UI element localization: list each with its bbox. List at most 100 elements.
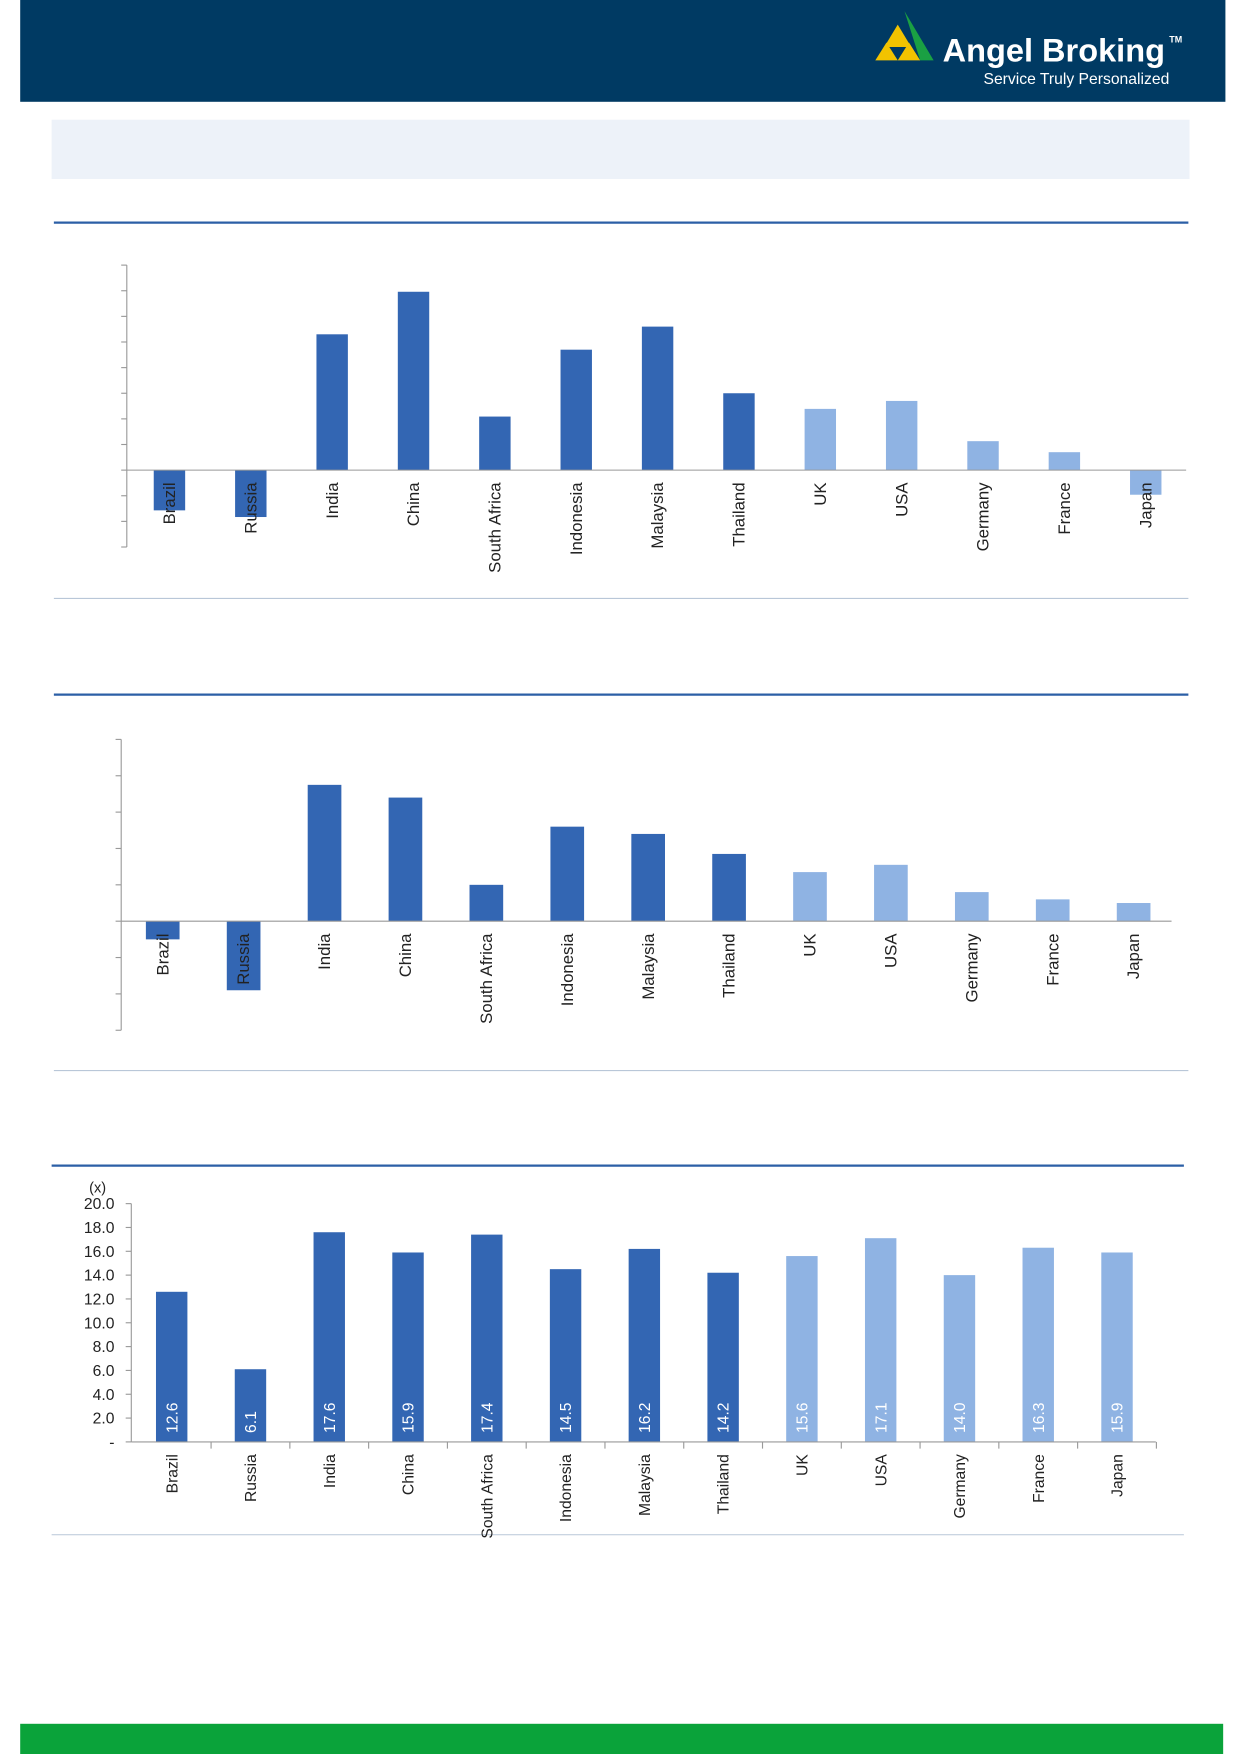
x-tick-label: Thailand (720, 933, 739, 997)
bar (549, 1269, 582, 1442)
bar (1130, 470, 1162, 495)
x-tick-label: China (401, 1454, 418, 1495)
bar (392, 1252, 424, 1442)
y-tick-label: 6.0 (93, 1363, 115, 1380)
value-label: 12.6 (164, 1402, 181, 1433)
x-tick-label: Malaysia (637, 1454, 654, 1516)
bar (313, 1232, 345, 1442)
x-tick-label: Germany (952, 1454, 969, 1519)
value-label: 17.1 (873, 1402, 890, 1432)
bar (641, 326, 674, 471)
x-tick-label: Japan (1124, 933, 1143, 979)
value-label: 17.6 (322, 1402, 339, 1433)
x-tick-label: UK (811, 482, 830, 506)
bar (479, 416, 511, 471)
x-tick-label: Indonesia (558, 1454, 575, 1522)
bar (1035, 899, 1070, 922)
bar (397, 291, 430, 471)
x-tick-label: Brazil (164, 1454, 181, 1493)
value-label: 6.1 (243, 1411, 260, 1433)
y-tick-label: 18.0 (84, 1220, 115, 1237)
brand-name: Angel Broking (943, 33, 1165, 69)
x-tick-label: Brazil (153, 933, 172, 975)
value-label: 17.4 (479, 1402, 496, 1433)
x-tick-label: USA (873, 1454, 890, 1487)
trademark: TM (1169, 35, 1182, 45)
x-tick-label: Japan (1136, 482, 1155, 528)
x-tick-label: France (1055, 482, 1074, 534)
x-tick-label: India (315, 933, 334, 970)
value-label: 15.6 (794, 1402, 811, 1433)
bar (954, 892, 989, 922)
value-label: 15.9 (1110, 1402, 1127, 1432)
x-tick-label: China (396, 933, 415, 977)
value-label: 16.3 (1031, 1402, 1048, 1433)
y-tick-label: 4.0 (93, 1387, 115, 1404)
x-tick-label: Indonesia (558, 933, 577, 1006)
x-tick-label: Russia (241, 482, 260, 534)
bar (707, 1272, 739, 1442)
bar (712, 853, 746, 922)
bar (1048, 452, 1081, 471)
y-tick-label: 10.0 (84, 1315, 115, 1332)
bar (153, 470, 186, 511)
bar (226, 921, 261, 991)
x-tick-label: Thailand (730, 482, 749, 546)
value-label: 15.9 (401, 1402, 418, 1432)
x-tick-label: South Africa (479, 1454, 496, 1539)
bar (307, 784, 342, 922)
y-tick-label: 8.0 (93, 1339, 115, 1356)
bar (885, 400, 918, 471)
x-tick-label: Germany (962, 933, 981, 1003)
tagline: Service Truly Personalized (983, 71, 1169, 88)
x-tick-label: UK (794, 1454, 811, 1476)
value-label: 14.2 (716, 1402, 733, 1432)
y-tick-label: 2.0 (93, 1411, 115, 1428)
x-tick-label: UK (801, 933, 820, 957)
x-tick-label: India (322, 1454, 339, 1488)
x-tick-label: China (404, 482, 423, 526)
y-tick-label: 12.0 (84, 1292, 115, 1309)
bar (967, 441, 999, 471)
bar (793, 872, 827, 922)
bar (560, 349, 592, 471)
x-tick-label: Germany (974, 482, 993, 552)
bar (943, 1275, 976, 1442)
value-label: 14.0 (952, 1402, 969, 1433)
bar (234, 1369, 267, 1442)
value-label: 14.5 (558, 1402, 575, 1433)
x-tick-label: USA (892, 482, 911, 517)
y-axis-label: (x) (89, 1180, 106, 1196)
bar (864, 1238, 897, 1442)
bar (235, 470, 267, 518)
bar (471, 1234, 503, 1442)
bar (1022, 1247, 1054, 1442)
y-tick-label: 20.0 (84, 1196, 115, 1213)
header-band (20, 0, 1226, 102)
x-tick-label: South Africa (477, 933, 496, 1024)
value-label: 16.2 (637, 1402, 654, 1432)
x-tick-label: France (1031, 1454, 1048, 1503)
x-tick-label: Indonesia (567, 482, 586, 555)
bar (155, 1291, 188, 1442)
bar (631, 833, 665, 922)
x-tick-label: South Africa (485, 482, 504, 573)
bar (469, 884, 504, 922)
x-tick-label: India (323, 482, 342, 519)
bar (804, 408, 837, 471)
x-tick-label: Malaysia (648, 482, 667, 549)
bar (388, 797, 423, 922)
bar (628, 1248, 661, 1442)
bar (1116, 903, 1151, 922)
title-box (51, 119, 1190, 179)
bar (316, 334, 348, 471)
x-tick-label: Malaysia (639, 933, 658, 1000)
bar (874, 864, 908, 922)
bar (723, 393, 755, 471)
bar (145, 921, 180, 940)
y-tick-label: 16.0 (84, 1244, 115, 1261)
x-tick-label: Russia (234, 933, 253, 985)
y-tick-label: - (109, 1435, 114, 1452)
